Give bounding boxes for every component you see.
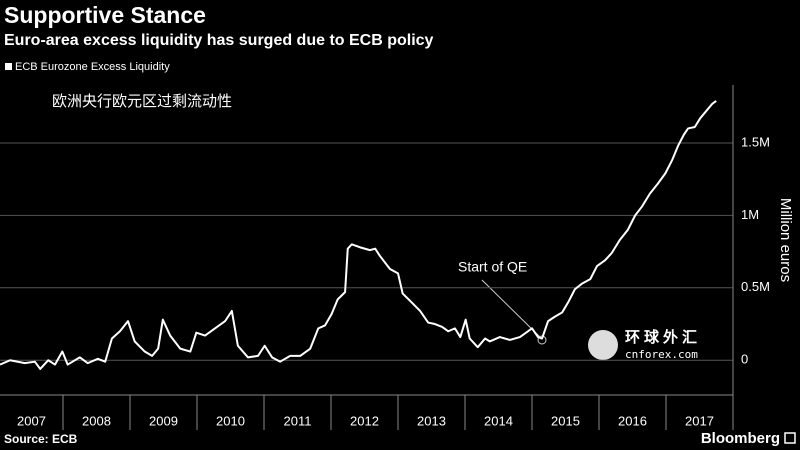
y-tick-label: 0 (741, 352, 748, 367)
x-tick-label: 2011 (284, 413, 312, 428)
x-tick-label: 2007 (17, 413, 46, 428)
x-tick-label: 2008 (82, 413, 111, 428)
x-tick-label: 2014 (484, 413, 513, 428)
x-tick-label: 2013 (417, 413, 446, 428)
y-axis-label: Million euros (777, 198, 794, 282)
x-tick-label: 2012 (350, 413, 379, 428)
source: Source: ECB (4, 432, 78, 446)
watermark-url: cnforex.com (625, 348, 698, 361)
y-tick-label: 0.5M (741, 279, 770, 294)
legend-swatch (5, 63, 12, 70)
x-tick-label: 2015 (551, 413, 580, 428)
watermark: 环球外汇 (625, 328, 701, 346)
x-tick-label: 2009 (149, 413, 178, 428)
annotation: Start of QE (458, 259, 527, 275)
brand: Bloomberg (701, 430, 780, 447)
chart-title: Supportive Stance (4, 2, 206, 28)
chart-subtitle: Euro-area excess liquidity has surged du… (4, 32, 434, 49)
watermark-logo (588, 330, 618, 360)
data-line (0, 100, 717, 370)
x-tick-label: 2017 (685, 413, 714, 428)
y-tick-label: 1M (741, 207, 759, 222)
x-tick-label: 2016 (618, 413, 647, 428)
y-tick-label: 1.5M (741, 134, 770, 149)
annotation-cn: 欧洲央行欧元区过剩流动性 (52, 93, 232, 110)
x-tick-label: 2010 (216, 413, 245, 428)
annotation-arrow (481, 279, 541, 338)
legend-label: ECB Eurozone Excess Liquidity (15, 61, 170, 73)
brand-icon (784, 432, 796, 444)
